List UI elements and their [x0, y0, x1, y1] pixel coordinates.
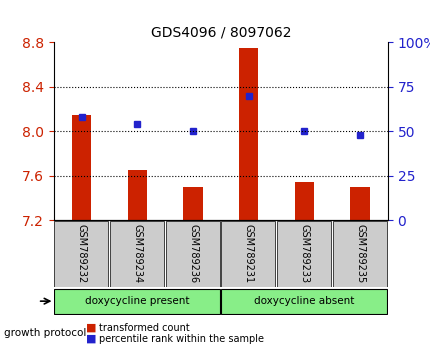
Text: percentile rank within the sample: percentile rank within the sample [99, 333, 264, 344]
FancyBboxPatch shape [332, 221, 386, 287]
Text: GSM789236: GSM789236 [187, 224, 198, 284]
FancyBboxPatch shape [166, 221, 219, 287]
Text: transformed count: transformed count [99, 323, 190, 333]
Text: doxycycline present: doxycycline present [85, 296, 189, 306]
Text: ■: ■ [86, 333, 96, 344]
Bar [238, 48, 258, 221]
Text: GSM789235: GSM789235 [354, 224, 364, 284]
Text: doxycycline absent: doxycycline absent [254, 296, 354, 306]
Title: GDS4096 / 8097062: GDS4096 / 8097062 [150, 26, 290, 40]
FancyBboxPatch shape [54, 221, 108, 287]
Text: growth protocol: growth protocol [4, 328, 86, 338]
FancyBboxPatch shape [54, 289, 220, 314]
Text: GSM789233: GSM789233 [299, 224, 309, 284]
Text: GSM789232: GSM789232 [77, 224, 86, 284]
Bar [294, 182, 313, 221]
Bar [127, 170, 147, 221]
Text: GSM789234: GSM789234 [132, 224, 142, 284]
FancyBboxPatch shape [276, 221, 330, 287]
Text: ■: ■ [86, 323, 96, 333]
FancyBboxPatch shape [221, 221, 275, 287]
Bar [350, 187, 369, 221]
Bar [72, 115, 91, 221]
Text: GSM789231: GSM789231 [243, 224, 253, 284]
Bar [183, 187, 203, 221]
FancyBboxPatch shape [110, 221, 164, 287]
FancyBboxPatch shape [221, 289, 387, 314]
